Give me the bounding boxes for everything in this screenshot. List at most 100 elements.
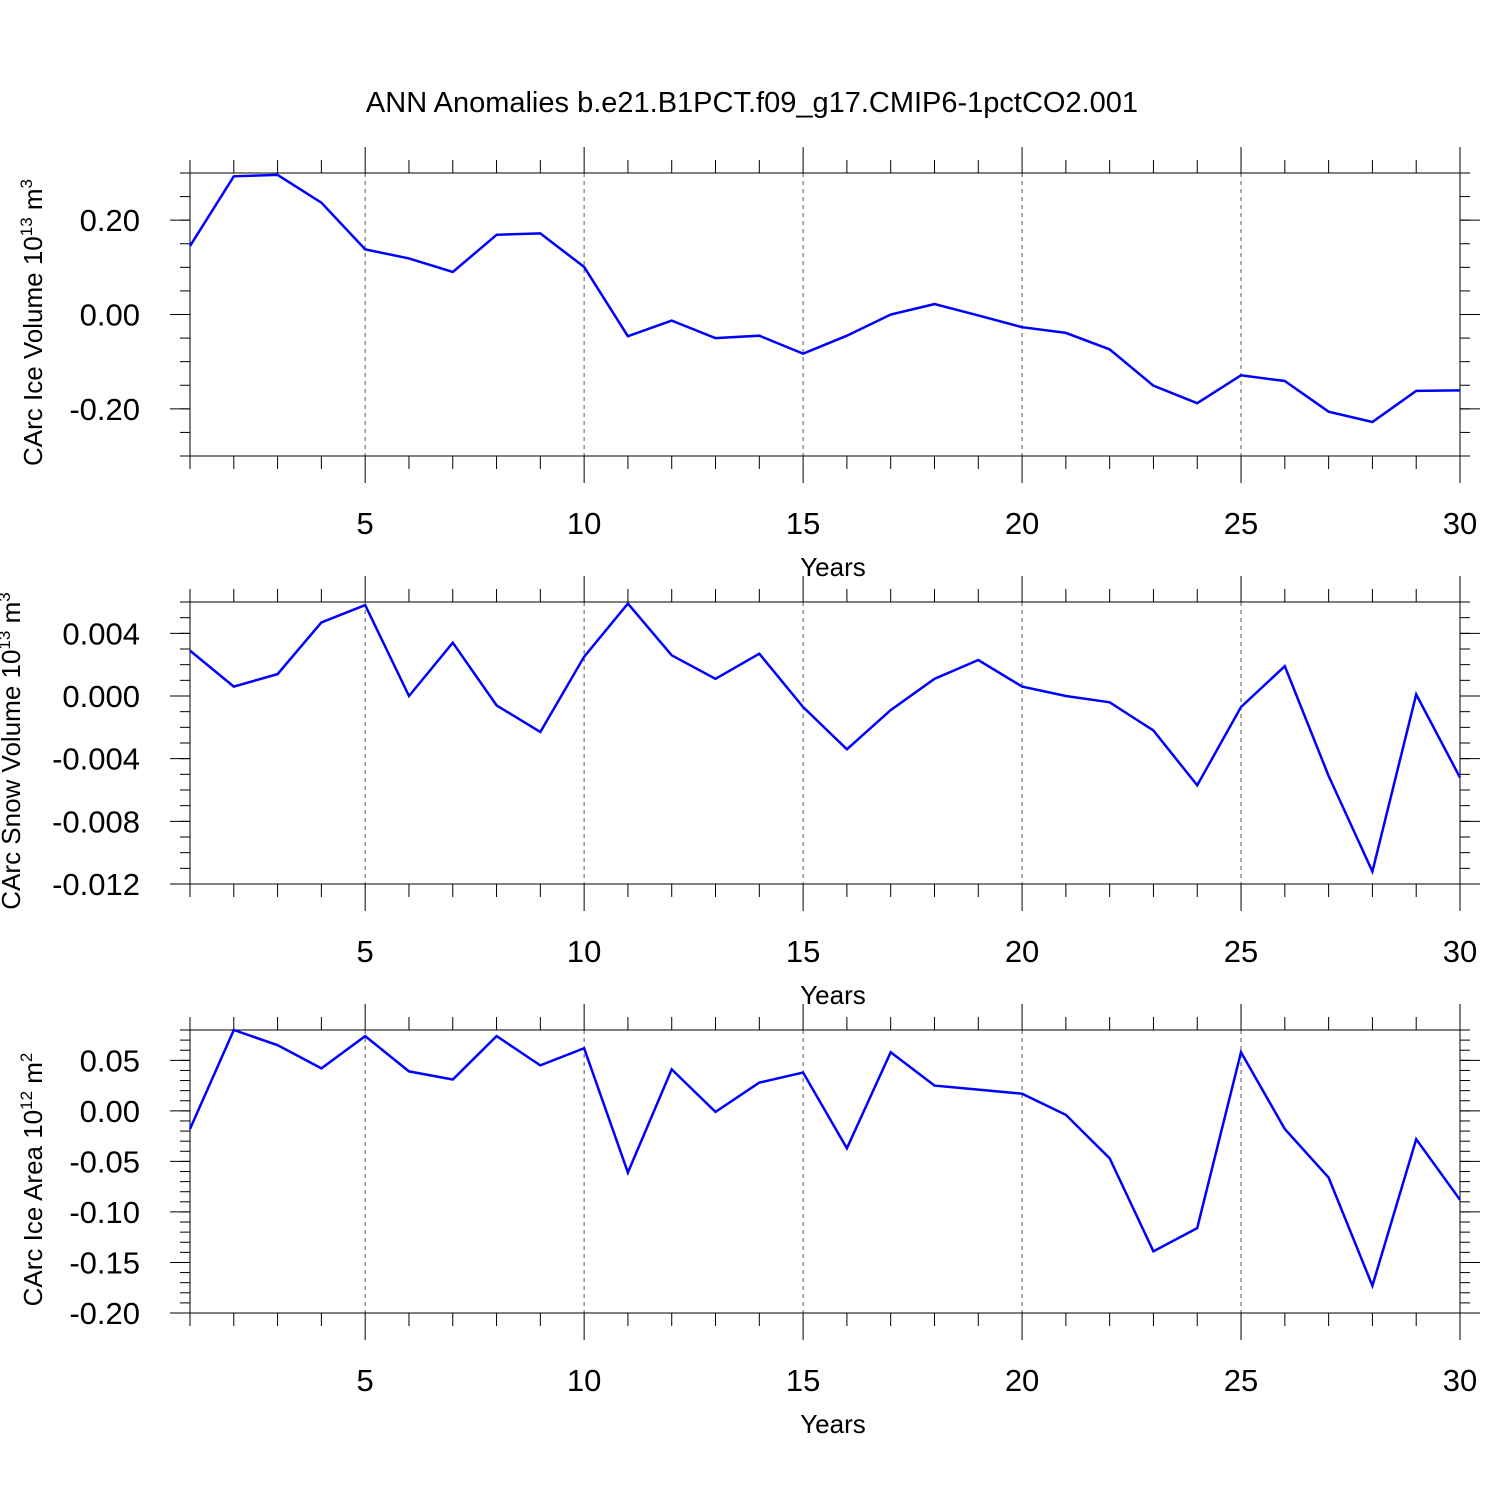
panel-ice-volume: 0.20 0.00 -0.20 5 10 15 20 25 30 Years CArc Ice Vo… bbox=[17, 147, 1480, 582]
x-axis-title: Years bbox=[800, 1409, 866, 1439]
y-tick-label: -0.012 bbox=[52, 867, 140, 902]
data-point bbox=[363, 603, 367, 607]
data-point bbox=[932, 1084, 936, 1088]
y-axis-title: CArc Ice Volume 1013 m3 bbox=[17, 179, 48, 466]
data-point bbox=[188, 244, 192, 248]
data-point bbox=[1283, 379, 1287, 383]
data-point bbox=[1283, 1127, 1287, 1131]
data-point bbox=[1020, 1092, 1024, 1096]
y-tick-label: 0.20 bbox=[80, 203, 140, 238]
data-point bbox=[757, 1081, 761, 1085]
data-point bbox=[889, 708, 893, 712]
data-point bbox=[582, 1046, 586, 1050]
chart-title: ANN Anomalies b.e21.B1PCT.f09_g17.CMIP6-… bbox=[366, 87, 1138, 119]
y-tick-label: -0.15 bbox=[69, 1245, 140, 1280]
plot-frame bbox=[189, 172, 1461, 457]
data-point bbox=[845, 1146, 849, 1150]
data-point bbox=[757, 334, 761, 338]
y-tick-label: 0.00 bbox=[80, 298, 140, 333]
data-point bbox=[1195, 783, 1199, 787]
data-point bbox=[276, 173, 280, 177]
data-point bbox=[1414, 1137, 1418, 1141]
data-point bbox=[845, 334, 849, 338]
data-point bbox=[276, 672, 280, 676]
data-point bbox=[1195, 401, 1199, 405]
data-point bbox=[495, 703, 499, 707]
data-point bbox=[363, 1034, 367, 1038]
series-line bbox=[188, 173, 1461, 424]
data-point bbox=[1239, 373, 1243, 377]
data-point bbox=[1370, 1284, 1374, 1288]
data-point bbox=[276, 1043, 280, 1047]
data-point bbox=[714, 677, 718, 681]
x-tick-label: 5 bbox=[357, 1363, 374, 1398]
x-tick-label: 10 bbox=[567, 506, 601, 541]
data-point bbox=[451, 270, 455, 274]
data-point bbox=[1108, 347, 1112, 351]
data-point bbox=[1064, 1113, 1068, 1117]
x-tick-label: 5 bbox=[357, 934, 374, 969]
y-tick-label: -0.20 bbox=[69, 392, 140, 427]
data-point bbox=[1020, 325, 1024, 329]
data-point bbox=[232, 174, 236, 178]
y-tick-label: 0.004 bbox=[62, 616, 140, 651]
y-tick-label: 0.000 bbox=[62, 679, 140, 714]
x-axis-title: Years bbox=[800, 980, 866, 1010]
x-tick-label: 5 bbox=[357, 506, 374, 541]
data-point bbox=[1151, 384, 1155, 388]
y-tick-label: -0.008 bbox=[52, 804, 140, 839]
data-point bbox=[670, 1067, 674, 1071]
data-point bbox=[801, 705, 805, 709]
y-tick-label: 0.00 bbox=[80, 1094, 140, 1129]
x-tick-label: 25 bbox=[1224, 506, 1258, 541]
data-point bbox=[626, 602, 630, 606]
data-point bbox=[845, 747, 849, 751]
y-tick-label: -0.004 bbox=[52, 742, 140, 777]
data-point bbox=[1458, 775, 1462, 779]
data-point bbox=[1414, 389, 1418, 393]
y-tick-label: 0.05 bbox=[80, 1043, 140, 1078]
x-tick-label: 15 bbox=[786, 1363, 820, 1398]
x-tick-label: 10 bbox=[567, 1363, 601, 1398]
panel-ice-area: 0.05 0.00 -0.05 -0.10 -0.15 -0.20 5 10 15 20 25 30 Y… bbox=[17, 1004, 1480, 1439]
data-point bbox=[670, 319, 674, 323]
plot-frame bbox=[189, 1029, 1461, 1314]
x-tick-label: 30 bbox=[1443, 1363, 1477, 1398]
data-point bbox=[1020, 685, 1024, 689]
x-tick-label: 10 bbox=[567, 934, 601, 969]
data-point bbox=[188, 649, 192, 653]
data-point bbox=[1108, 700, 1112, 704]
x-tick-label: 20 bbox=[1005, 506, 1039, 541]
data-point bbox=[407, 694, 411, 698]
data-point bbox=[582, 655, 586, 659]
data-point bbox=[451, 1078, 455, 1082]
data-point bbox=[757, 652, 761, 656]
data-point bbox=[538, 1063, 542, 1067]
y-axis-title: CArc Snow Volume 1013 m3 bbox=[0, 592, 26, 909]
data-point bbox=[932, 677, 936, 681]
data-point bbox=[1327, 774, 1331, 778]
y-tick-label: -0.05 bbox=[69, 1144, 140, 1179]
data-point bbox=[976, 313, 980, 317]
data-point bbox=[1283, 664, 1287, 668]
data-point bbox=[1064, 694, 1068, 698]
x-tick-label: 20 bbox=[1005, 1363, 1039, 1398]
x-axis-title: Years bbox=[800, 552, 866, 582]
data-point bbox=[582, 265, 586, 269]
data-point bbox=[232, 1028, 236, 1032]
data-point bbox=[1414, 692, 1418, 696]
data-point bbox=[1151, 1249, 1155, 1253]
data-point bbox=[626, 334, 630, 338]
data-point bbox=[451, 641, 455, 645]
data-point bbox=[232, 685, 236, 689]
data-point bbox=[319, 201, 323, 205]
series-line bbox=[189, 601, 1462, 876]
x-tick-label: 20 bbox=[1005, 934, 1039, 969]
data-point bbox=[626, 1171, 630, 1175]
data-point bbox=[1327, 410, 1331, 414]
series-line bbox=[188, 1028, 1462, 1290]
data-point bbox=[495, 1034, 499, 1038]
x-tick-label: 30 bbox=[1443, 934, 1477, 969]
data-point bbox=[714, 1110, 718, 1114]
